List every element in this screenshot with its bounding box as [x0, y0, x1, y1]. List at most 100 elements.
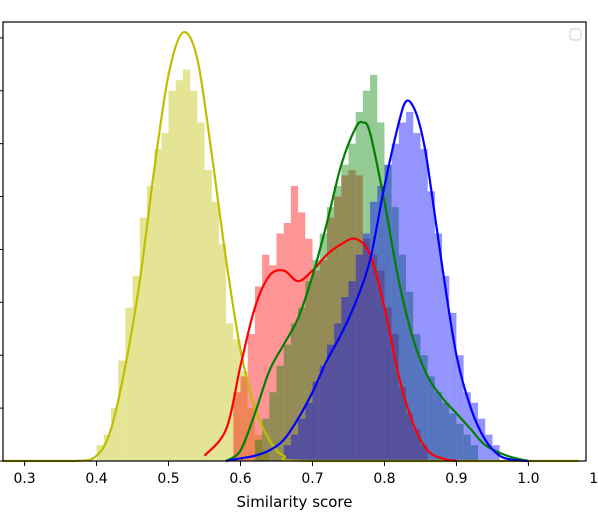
histogram-bar [391, 334, 399, 461]
x-tick-label: 1.0 [517, 471, 539, 487]
histogram-bar [442, 402, 450, 461]
histogram-bar [398, 122, 407, 462]
histogram-bar [348, 281, 356, 461]
histogram-bar [233, 392, 241, 461]
histogram-bar [283, 445, 291, 461]
histogram-bar [283, 344, 291, 461]
histogram-bar [226, 323, 234, 461]
histogram-bar [146, 185, 155, 461]
histogram-bar [355, 254, 363, 461]
histogram-bar [305, 238, 313, 461]
histogram-bar [377, 270, 385, 461]
histogram-bar [298, 307, 306, 461]
histogram-bar [182, 69, 191, 461]
histogram-bar [132, 275, 140, 461]
histogram-bar [434, 392, 443, 461]
histogram-bar [434, 233, 443, 461]
histogram-bar [326, 207, 335, 461]
x-tick-label: 1.1 [589, 471, 598, 487]
histogram-bar [240, 371, 248, 461]
histogram-bar [470, 445, 479, 461]
x-tick-label: 0.3 [13, 471, 35, 487]
histogram-bar [175, 80, 183, 461]
histogram-bar [420, 355, 428, 461]
histogram-bar [290, 323, 299, 461]
histogram-bar [204, 170, 212, 462]
histogram-bar [398, 254, 407, 461]
histogram-bar [406, 111, 414, 462]
histogram-bar [254, 286, 263, 461]
histogram-bar [276, 233, 284, 461]
histogram-bar [154, 148, 162, 461]
x-tick-label: 0.9 [445, 471, 467, 487]
plot-frame [2, 21, 587, 462]
histogram-bar [254, 439, 263, 461]
x-tick-label: 0.7 [301, 471, 323, 487]
histogram-bar [103, 434, 111, 461]
histogram-bar [391, 143, 399, 461]
histogram-bar [377, 185, 385, 461]
kde-curve [3, 31, 579, 463]
histogram-bar [125, 307, 133, 461]
histogram-bar [319, 260, 327, 461]
histogram-bar [456, 355, 464, 461]
histogram-bar [233, 339, 241, 461]
histogram-bar [355, 111, 363, 462]
x-tick-label: 0.6 [229, 471, 251, 487]
histogram-bar [427, 191, 435, 462]
histogram-bar [262, 254, 270, 461]
histogram-bar [334, 323, 342, 461]
histogram-bar [463, 434, 471, 461]
histogram-bar [312, 260, 320, 461]
histogram-bar [406, 291, 414, 461]
histogram-bar [362, 233, 371, 461]
histogram-bar [240, 376, 248, 461]
histogram-bar [218, 244, 227, 461]
histogram-bar [413, 429, 421, 461]
histogram-bar [305, 281, 313, 461]
histogram-bar [384, 164, 392, 461]
legend-box [569, 28, 582, 41]
histogram-bar [319, 233, 327, 461]
histogram-bar [449, 413, 457, 461]
histogram-bars [96, 69, 500, 462]
kde-curves [3, 31, 579, 463]
histogram-bar [456, 423, 464, 461]
histogram-bar [370, 254, 378, 461]
histogram-bar [413, 334, 421, 461]
histogram-bar [276, 365, 284, 461]
histogram-bar [384, 307, 392, 461]
kde-curve [225, 120, 529, 463]
x-tick-label: 0.4 [85, 471, 107, 487]
histogram-bar [139, 217, 147, 461]
histogram-bar [110, 408, 119, 461]
histogram-bar [341, 164, 349, 461]
histogram-bar [391, 207, 399, 461]
y-axis-ticks [0, 37, 3, 462]
x-axis-ticks: 0.3 0.4 0.5 0.6 0.7 0.8 0.9 1.0 1.1 [13, 461, 598, 487]
histogram-bar [348, 170, 356, 462]
histogram-bar [118, 360, 126, 461]
histogram-bar [420, 148, 428, 461]
histogram-bar [312, 270, 320, 461]
histogram-bar [319, 365, 327, 461]
histogram-bar [334, 185, 342, 461]
histogram-bar [341, 175, 349, 461]
histogram-bar [348, 143, 356, 461]
histogram-bar [290, 434, 299, 461]
histogram-bar [305, 402, 313, 461]
histogram-bar [398, 386, 407, 461]
histogram-bar [298, 418, 306, 461]
histogram-bar [326, 217, 335, 461]
histogram-bar [254, 434, 263, 461]
histogram-bar [269, 392, 277, 461]
histogram-bar [298, 212, 306, 461]
x-tick-label: 0.8 [373, 471, 395, 487]
histogram-bar [168, 90, 176, 461]
histogram-bar [420, 445, 428, 461]
histogram-bar [312, 381, 320, 461]
histogram-bar [161, 133, 169, 461]
histogram-bar [449, 312, 457, 461]
histogram-bar [370, 201, 378, 461]
